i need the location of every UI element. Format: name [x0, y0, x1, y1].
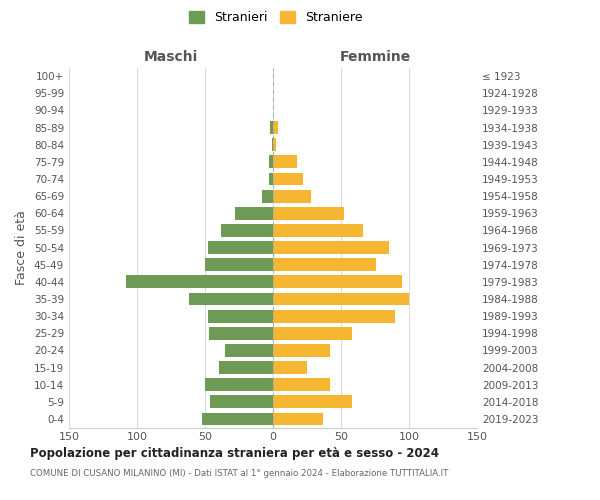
Bar [273, 207, 344, 220]
Bar [273, 361, 307, 374]
Bar [208, 310, 273, 322]
Bar [226, 344, 273, 357]
Bar [205, 258, 273, 271]
Bar [273, 412, 323, 426]
Bar [202, 412, 273, 426]
Bar [273, 172, 303, 186]
Text: COMUNE DI CUSANO MILANINO (MI) - Dati ISTAT al 1° gennaio 2024 - Elaborazione TU: COMUNE DI CUSANO MILANINO (MI) - Dati IS… [30, 469, 448, 478]
Bar [208, 241, 273, 254]
Bar [273, 378, 330, 391]
Bar [211, 396, 273, 408]
Bar [235, 207, 273, 220]
Bar [273, 327, 352, 340]
Bar [273, 276, 402, 288]
Bar [273, 138, 276, 151]
Text: Popolazione per cittadinanza straniera per età e sesso - 2024: Popolazione per cittadinanza straniera p… [30, 448, 439, 460]
Text: Maschi: Maschi [144, 50, 198, 64]
Bar [209, 327, 273, 340]
Legend: Stranieri, Straniere: Stranieri, Straniere [184, 6, 368, 29]
Bar [273, 310, 395, 322]
Bar [218, 361, 273, 374]
Bar [273, 156, 298, 168]
Y-axis label: Fasce di età: Fasce di età [16, 210, 28, 285]
Bar [188, 292, 273, 306]
Bar [126, 276, 273, 288]
Bar [273, 121, 278, 134]
Bar [273, 190, 311, 202]
Bar [273, 344, 330, 357]
Bar [270, 121, 273, 134]
Bar [269, 172, 273, 186]
Bar [221, 224, 273, 237]
Bar [273, 224, 363, 237]
Bar [269, 156, 273, 168]
Bar [273, 241, 389, 254]
Bar [205, 378, 273, 391]
Text: Femmine: Femmine [340, 50, 410, 64]
Bar [262, 190, 273, 202]
Bar [273, 258, 376, 271]
Bar [273, 292, 409, 306]
Bar [273, 396, 352, 408]
Bar [272, 138, 273, 151]
